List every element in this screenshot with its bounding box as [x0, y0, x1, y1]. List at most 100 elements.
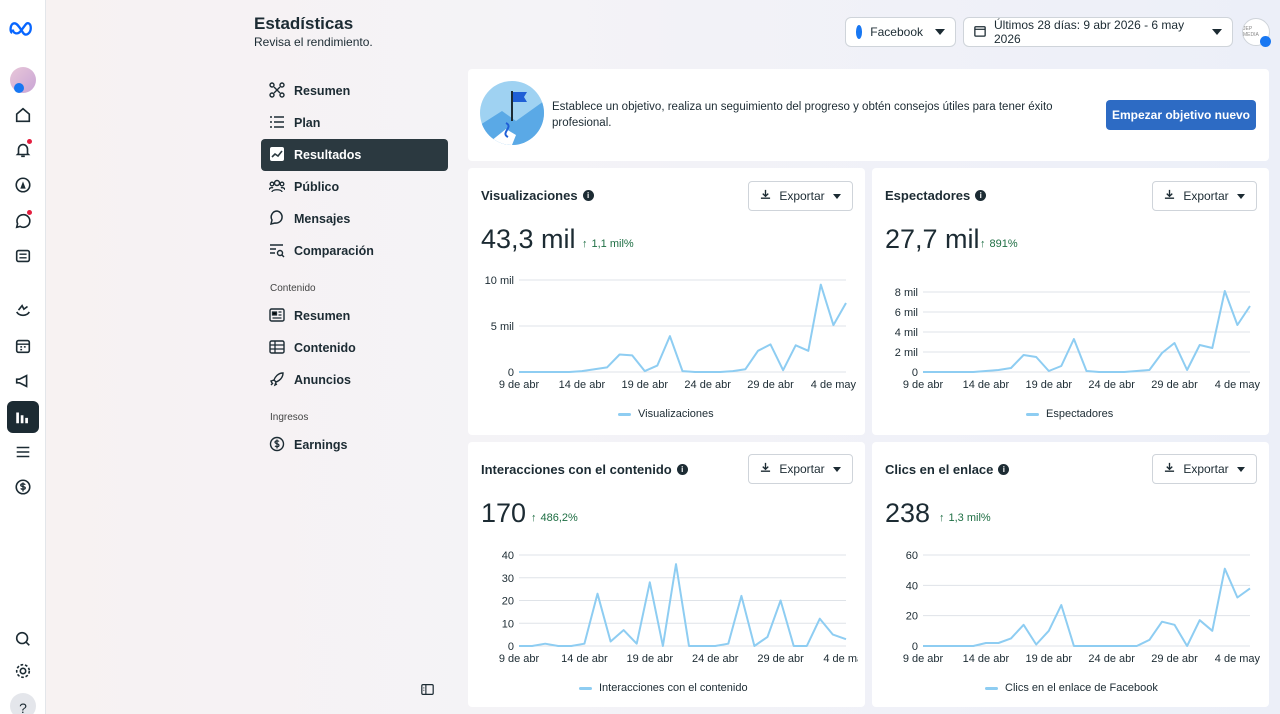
planner-icon[interactable] — [7, 295, 39, 327]
x-tick-label: 4 de may — [811, 379, 857, 391]
y-tick-label: 40 — [502, 550, 514, 562]
metric-title: Clics en el enlace i — [885, 462, 1010, 477]
x-tick-label: 4 de may — [823, 653, 858, 665]
export-button[interactable]: Exportar — [748, 454, 853, 484]
x-tick-label: 4 de may — [1215, 653, 1261, 665]
home-icon[interactable] — [7, 99, 39, 131]
y-tick-label: 20 — [502, 596, 514, 608]
x-tick-label: 14 de abr — [561, 653, 608, 665]
x-tick-label: 19 de abr — [1026, 653, 1073, 665]
facebook-icon — [856, 25, 863, 39]
info-icon[interactable]: i — [582, 190, 594, 201]
delta-text: 891% — [989, 238, 1018, 250]
x-tick-label: 24 de abr — [1088, 653, 1135, 665]
nav-label: Plan — [294, 116, 321, 130]
line-chart-clics: 60 40 20 09 de abr 14 de abr 19 de abr 24 de a… — [903, 550, 1261, 665]
insights-bar-chart-icon[interactable] — [7, 401, 39, 433]
platform-selector[interactable]: Facebook — [845, 17, 956, 47]
settings-gear-icon[interactable] — [7, 655, 39, 687]
chart-legend: Interacciones con el contenido — [579, 682, 748, 694]
search-icon[interactable] — [7, 623, 39, 655]
nav-item-resultados[interactable]: Resultados — [261, 139, 448, 171]
facebook-badge-icon — [1260, 36, 1271, 47]
page-title: Estadísticas — [254, 14, 354, 33]
nav-item-content-resumen[interactable]: Resumen — [261, 300, 448, 332]
delta-text: 486,2% — [540, 512, 578, 524]
meta-logo-icon[interactable] — [7, 12, 39, 44]
messages-icon[interactable] — [7, 205, 39, 237]
page-subtitle: Revisa el rendimiento. — [254, 35, 373, 49]
nav-item-resumen[interactable]: Resumen — [261, 75, 448, 107]
menu-icon[interactable] — [7, 436, 39, 468]
y-tick-label: 0 — [912, 641, 918, 653]
account-avatar[interactable]: JEP MEDIA — [1242, 18, 1271, 47]
y-tick-label: 0 — [508, 641, 514, 653]
metric-title-text: Interacciones con el contenido — [481, 462, 672, 477]
export-button[interactable]: Exportar — [748, 181, 853, 211]
list-icon — [269, 114, 285, 133]
export-label: Exportar — [1183, 462, 1229, 476]
legend-swatch — [618, 412, 631, 416]
info-icon[interactable]: i — [998, 464, 1010, 475]
download-icon — [760, 462, 771, 476]
compass-icon[interactable] — [7, 169, 39, 201]
help-icon[interactable]: ? — [7, 690, 39, 714]
y-tick-label: 0 — [508, 367, 514, 379]
metric-delta: ↑ 486,2% — [531, 512, 578, 524]
nav-section-contenido: Contenido — [270, 283, 316, 294]
rocket-icon — [269, 371, 285, 390]
content-icon[interactable] — [7, 240, 39, 272]
metric-value: 238 — [885, 498, 931, 528]
start-goal-button[interactable]: Empezar objetivo nuevo — [1106, 100, 1256, 130]
y-tick-label: 6 mil — [895, 307, 918, 319]
metric-title-text: Visualizaciones — [481, 188, 578, 203]
x-tick-label: 24 de abr — [1088, 379, 1135, 391]
nav-item-earnings[interactable]: Earnings — [261, 429, 448, 461]
goal-text: Establece un objetivo, realiza un seguim… — [552, 101, 1053, 129]
x-tick-label: 14 de abr — [559, 379, 606, 391]
compare-search-icon — [269, 242, 285, 261]
collapse-sidebar-icon[interactable] — [418, 680, 436, 698]
nav-label: Mensajes — [294, 212, 351, 226]
chevron-down-icon — [1236, 466, 1245, 472]
nav-label: Earnings — [294, 438, 348, 452]
ads-megaphone-icon[interactable] — [7, 365, 39, 397]
date-range-label: Últimos 28 días: 9 abr 2026 - 6 may 2026 — [994, 18, 1185, 46]
export-button[interactable]: Exportar — [1152, 181, 1257, 211]
nav-item-comparacion[interactable]: Comparación — [261, 235, 448, 267]
nav-item-publico[interactable]: Público — [261, 171, 448, 203]
nav-label: Comparación — [294, 244, 374, 258]
x-tick-label: 19 de abr — [622, 379, 669, 391]
info-icon[interactable]: i — [975, 190, 987, 201]
metric-title: Interacciones con el contenido i — [481, 462, 688, 477]
line-chart-interacciones: 40 30 20 10 09 de abr 14 de abr 19 de abr 24 de… — [499, 550, 858, 665]
monetization-dollar-icon[interactable] — [7, 471, 39, 503]
nav-item-mensajes[interactable]: Mensajes — [261, 203, 448, 235]
arrow-up-icon: ↑ — [531, 512, 537, 524]
nav-item-plan[interactable]: Plan — [261, 107, 448, 139]
date-range-selector[interactable]: Últimos 28 días: 9 abr 2026 - 6 may 2026 — [963, 17, 1233, 47]
series-line — [519, 283, 847, 373]
calendar-icon[interactable] — [7, 330, 39, 362]
legend-swatch — [1026, 412, 1039, 416]
metric-card-espectadores — [872, 168, 1269, 435]
app-rail: ? — [0, 0, 46, 714]
metric-card-interacciones — [468, 442, 865, 707]
x-tick-label: 19 de abr — [1026, 379, 1073, 391]
metric-value: 170 — [481, 498, 527, 528]
export-label: Exportar — [779, 189, 825, 203]
nav-item-contenido[interactable]: Contenido — [261, 332, 448, 364]
x-tick-label: 29 de abr — [1151, 653, 1198, 665]
profile-avatar-icon[interactable] — [7, 64, 39, 96]
line-chart-visualizaciones: 10 mil 5 mil 09 de abr 14 de abr 19 de abr 24… — [485, 275, 857, 391]
download-icon — [1164, 462, 1175, 476]
goal-illustration-icon — [480, 81, 544, 145]
nav-item-anuncios[interactable]: Anuncios — [261, 364, 448, 396]
export-button[interactable]: Exportar — [1152, 454, 1257, 484]
series-line — [923, 567, 1251, 647]
notifications-icon[interactable] — [7, 134, 39, 166]
export-label: Exportar — [779, 462, 825, 476]
info-icon[interactable]: i — [676, 464, 688, 475]
arrow-up-icon: ↑ — [939, 512, 945, 524]
y-tick-label: 0 — [912, 367, 918, 379]
